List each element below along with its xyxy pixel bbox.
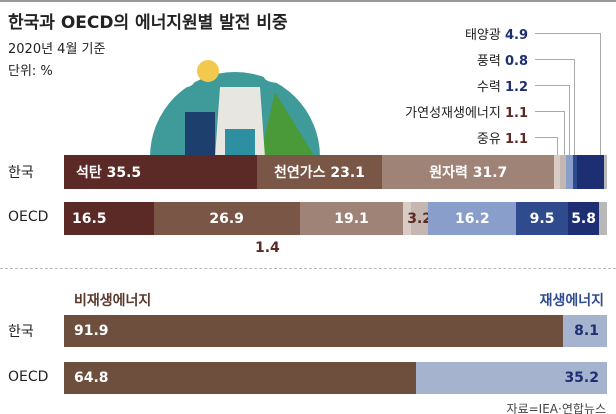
leader-line (535, 85, 570, 156)
annotation-label: 수력 (476, 80, 505, 95)
segment-label: 8.1 (574, 323, 599, 339)
power-plant-illustration (150, 60, 320, 157)
segment-label: 원자력 31.7 (429, 165, 508, 181)
annotation-2: 수력 1.2 (477, 76, 528, 95)
bar-segment-비재생에너지: 64.8 (64, 362, 416, 394)
bar-segment-korea-5 (566, 155, 573, 189)
bar-segment-oecd-7: 5.8 (567, 202, 600, 235)
annotation-4: 중유 1.1 (477, 128, 528, 147)
row-label-oecd-2: OECD (8, 369, 49, 385)
bar-segment-oecd-1: 26.9 (153, 202, 300, 235)
bar-segment-oecd-8 (599, 202, 607, 235)
segment-label: 3.2 (407, 210, 433, 227)
segment-label: 64.8 (74, 370, 109, 386)
segment-label: 16.5 (72, 210, 107, 227)
row-label-oecd: OECD (8, 209, 49, 225)
unit-label: 단위: % (8, 64, 53, 79)
segment-label: 35.2 (564, 370, 599, 386)
korea-renewable-bar: 91.9 8.1 (64, 315, 607, 347)
bar-segment-korea-0: 석탄 35.5 (64, 155, 257, 189)
leader-line (535, 111, 565, 156)
oecd-source-bar: 16.5 26.9 19.1 3.2 16.2 9.5 5.8 (64, 202, 607, 235)
bar-segment-oecd-0: 16.5 (64, 202, 154, 235)
annotation-value: 1.1 (504, 106, 528, 121)
segment-label: 9.5 (529, 210, 555, 227)
subtitle: 2020년 4월 기준 (8, 42, 106, 57)
bar-segment-oecd-4: 3.2 (407, 202, 432, 235)
annotation-label: 중유 (476, 132, 505, 147)
bar-segment-korea-6 (572, 155, 578, 189)
leader-line (535, 137, 558, 156)
bar-segment-재생에너지: 8.1 (563, 315, 607, 347)
annotation-0: 태양광 4.9 (465, 24, 528, 43)
bar-segment-korea-8 (603, 155, 607, 189)
row-label-korea-2: 한국 (8, 324, 34, 340)
annotation-1: 풍력 0.8 (477, 50, 528, 69)
oecd-renewable-bar: 64.8 35.2 (64, 362, 607, 394)
chart-title: 한국과 OECD의 에너지원별 발전 비중 (8, 13, 288, 33)
source-note: 자료=IEA·연합뉴스 (506, 402, 606, 414)
annotation-label: 가연성재생에너지 (405, 106, 505, 121)
bar-segment-korea-4 (560, 155, 567, 189)
bar-segment-korea-7 (577, 155, 604, 189)
segment-label: 19.1 (334, 210, 369, 227)
bar-segment-oecd-6: 9.5 (516, 202, 568, 235)
bar-segment-oecd-3 (403, 202, 411, 235)
segment-label: 5.8 (571, 210, 596, 227)
bar-segment-비재생에너지: 91.9 (64, 315, 564, 347)
bar-segment-oecd-2: 19.1 (299, 202, 404, 235)
bar-segment-korea-1: 천연가스 23.1 (256, 155, 383, 189)
annotation-value: 4.9 (504, 28, 528, 43)
annotation-value: 1.2 (504, 80, 528, 95)
leader-line (535, 33, 601, 156)
section-divider (0, 268, 616, 269)
annotation-label: 태양광 (464, 28, 505, 43)
bar-segment-재생에너지: 35.2 (415, 362, 607, 394)
segment-label: 26.9 (209, 210, 244, 227)
korea-source-bar: 석탄 35.5 천연가스 23.1 원자력 31.7 (64, 155, 607, 189)
legend-renewable: 재생에너지 (539, 293, 604, 309)
leader-line (535, 59, 575, 156)
segment-label: 석탄 35.5 (76, 165, 142, 181)
bar-segment-oecd-5: 16.2 (428, 202, 517, 235)
oecd-oil-label: 1.4 (255, 240, 280, 256)
annotation-value: 1.1 (504, 132, 528, 147)
segment-label: 16.2 (455, 210, 490, 227)
annotation-3: 가연성재생에너지 1.1 (405, 102, 528, 121)
segment-label: 91.9 (74, 323, 109, 339)
bar-segment-korea-2: 원자력 31.7 (382, 155, 555, 189)
segment-label: 천연가스 23.1 (273, 165, 365, 181)
bar-segment-korea-3 (554, 155, 561, 189)
annotation-value: 0.8 (504, 54, 528, 69)
row-label-korea: 한국 (8, 165, 34, 181)
annotation-label: 풍력 (476, 54, 505, 69)
legend-nonrenewable: 비재생에너지 (74, 293, 152, 309)
